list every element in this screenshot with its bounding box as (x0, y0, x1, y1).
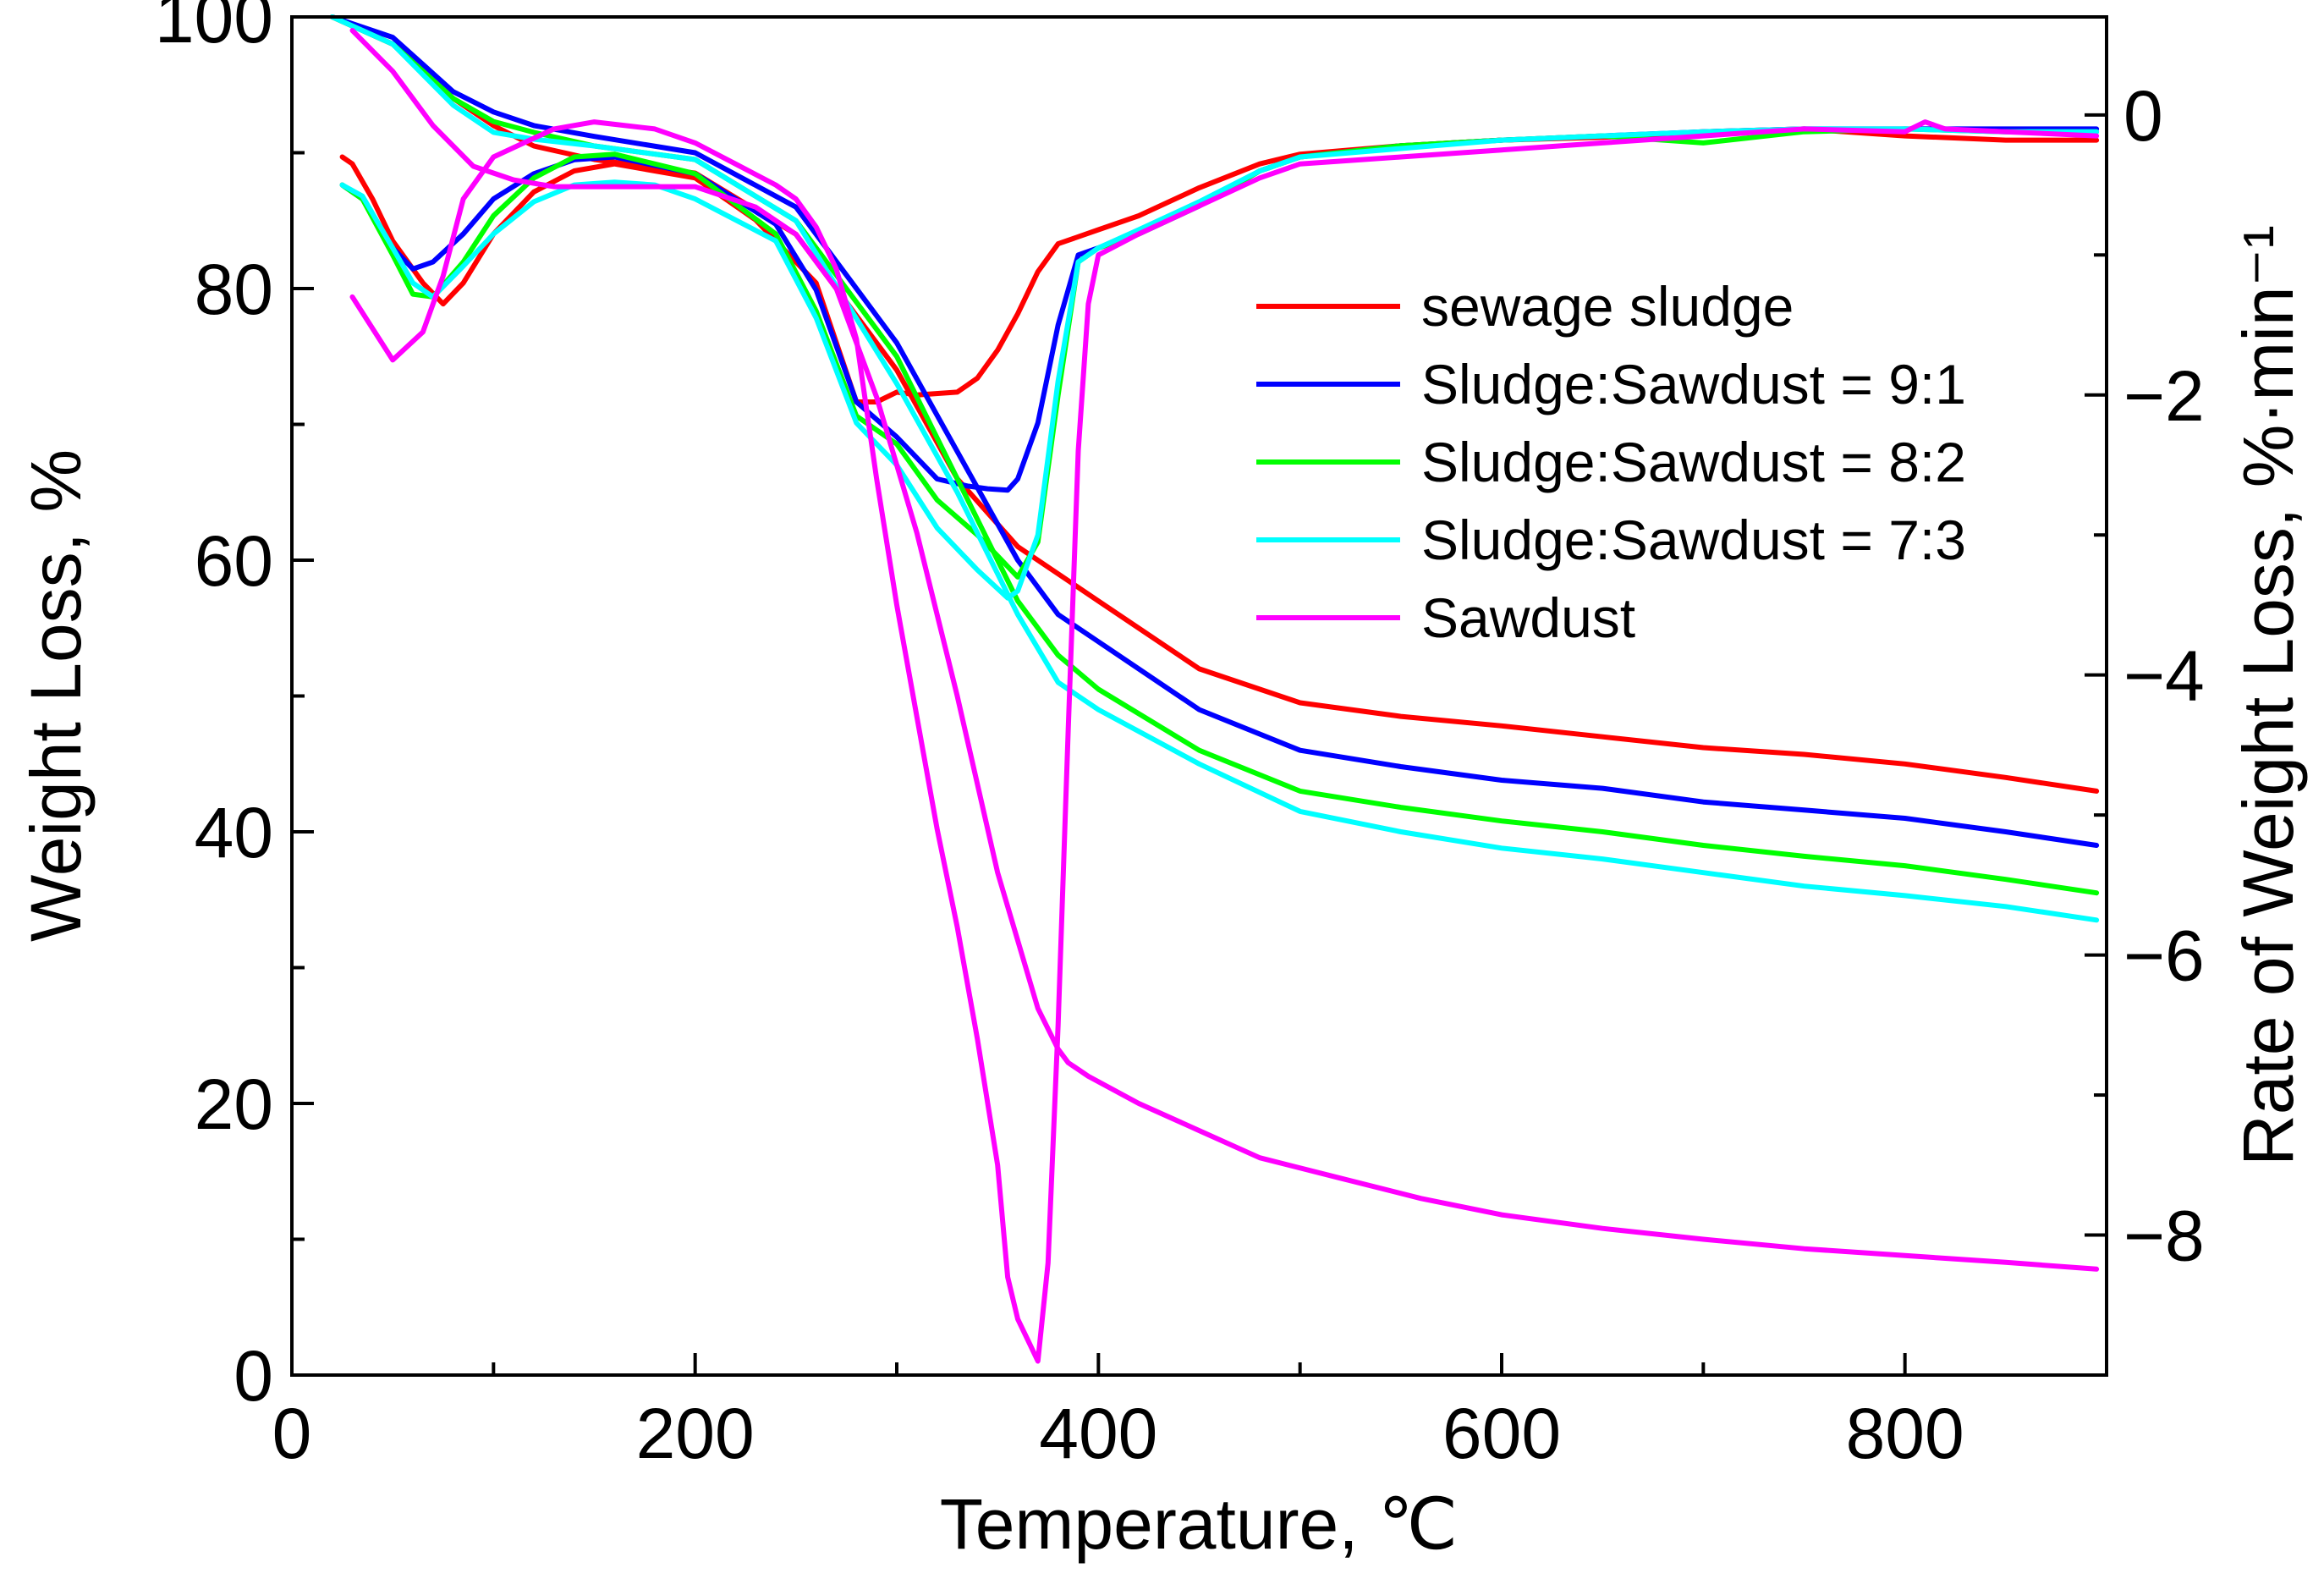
legend-label-5: Sawdust (1421, 586, 1635, 649)
series-5-dtg-line (349, 119, 2100, 1364)
series-5-tg-line (349, 28, 2100, 1272)
y-tick-label: 40 (195, 793, 273, 872)
y2-tick-label: −6 (2123, 916, 2205, 996)
legend-label-4: Sludge:Sawdust = 7:3 (1421, 509, 1966, 571)
x-tick-label: 0 (272, 1394, 312, 1473)
y-tick-label: 0 (233, 1336, 273, 1416)
legend: sewage sludge Sludge:Sawdust = 9:1 Sludge:… (1256, 275, 1966, 649)
x-axis-title: Temperature, ℃ (940, 1484, 1459, 1564)
y-tick-label: 20 (195, 1065, 273, 1144)
series-layer (329, 14, 2100, 1364)
ticks-layer (292, 15, 2108, 1377)
x-tick-label: 600 (1442, 1394, 1561, 1473)
y-tick-label: 60 (195, 521, 273, 601)
series-2-tg-line (329, 14, 2100, 848)
y-tick-label: 100 (155, 0, 273, 58)
y2-tick-label: −2 (2123, 356, 2205, 436)
legend-label-1: sewage sludge (1421, 275, 1794, 338)
x-tick-label: 800 (1846, 1394, 1964, 1473)
y-tick-label: 80 (195, 250, 273, 329)
y2-tick-label: 0 (2123, 76, 2163, 156)
legend-label-2: Sludge:Sawdust = 9:1 (1421, 353, 1966, 415)
y2-tick-label: −4 (2123, 636, 2205, 716)
series-4-tg-line (329, 14, 2100, 923)
y-axis-title: Weight Loss, % (16, 449, 96, 942)
x-tick-label: 400 (1039, 1394, 1157, 1473)
series-3-tg-line (329, 14, 2100, 896)
series-4-dtg-line (339, 126, 2100, 601)
x-tick-label: 200 (636, 1394, 755, 1473)
y2-axis-title: Rate of Weight Loss, %·min⁻¹ (2228, 225, 2308, 1166)
plot-frame (290, 15, 2108, 1377)
legend-label-3: Sludge:Sawdust = 8:2 (1421, 431, 1966, 493)
y2-tick-label: −8 (2123, 1197, 2205, 1276)
labels-layer: 0 200 400 600 800 0 20 40 60 80 100 −8 −6 −4 −2 0 (155, 0, 2205, 1473)
